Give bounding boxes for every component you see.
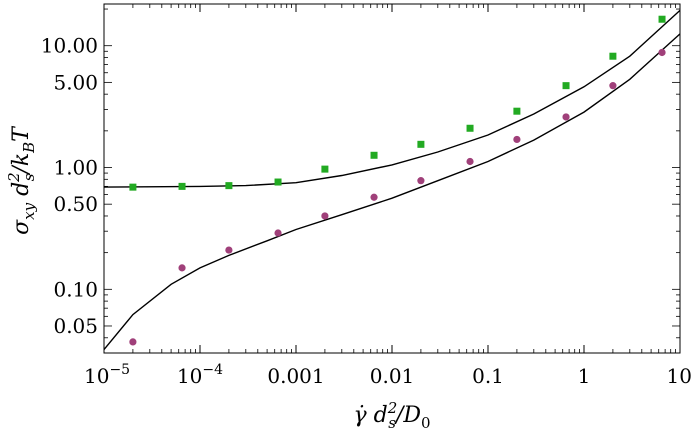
circle-point xyxy=(658,48,666,57)
square-point xyxy=(321,165,329,173)
x-tick-label: 10 xyxy=(667,364,692,388)
x-axis-label: γ̇ d2 s/D0 xyxy=(353,399,430,432)
plot-border xyxy=(103,3,681,354)
fit-lines xyxy=(103,9,681,351)
axis-ticks xyxy=(103,4,681,353)
square-point xyxy=(609,52,617,60)
x-tick-label: 10−4 xyxy=(177,362,223,388)
square-point xyxy=(370,151,378,159)
circle-point xyxy=(513,135,521,144)
square-point xyxy=(658,15,666,23)
fit-line-2 xyxy=(103,33,681,351)
y-tick-label: 0.50 xyxy=(53,192,98,216)
circle-point xyxy=(370,193,378,201)
data-points xyxy=(129,15,666,346)
circle-point xyxy=(466,157,474,166)
y-tick-label: 1.00 xyxy=(53,156,98,180)
square-point xyxy=(513,107,521,115)
y-tick-label: 0.10 xyxy=(53,277,98,301)
x-tick-label: 0.001 xyxy=(267,364,324,388)
square-point xyxy=(129,183,137,191)
x-tick-label: 0.1 xyxy=(472,364,504,388)
circle-point xyxy=(321,212,329,220)
y-tick-label: 0.05 xyxy=(53,314,98,338)
x-tick-label: 10−5 xyxy=(84,362,130,388)
y-axis-label: σxy d2s/kBT xyxy=(5,125,38,235)
square-point xyxy=(178,182,186,190)
circle-point xyxy=(225,246,233,254)
y-tick-label: 10.00 xyxy=(41,34,98,58)
square-point xyxy=(274,178,282,186)
tick-labels: 10−5 10−4 0.001 0.01 0.1 1 10 0.05 0.10 0.50 1.00 5… xyxy=(41,34,692,388)
circle-point xyxy=(178,264,186,272)
x-tick-label: 1 xyxy=(578,364,591,388)
square-point xyxy=(466,124,474,132)
circle-point xyxy=(609,82,617,90)
square-point xyxy=(562,82,570,90)
circle-point xyxy=(562,113,570,121)
plot-frame xyxy=(103,3,681,354)
x-tick-label: 0.01 xyxy=(370,364,415,388)
circle-point xyxy=(274,229,282,237)
circle-point xyxy=(129,338,137,346)
square-point xyxy=(417,140,425,148)
fit-line-1 xyxy=(103,9,681,188)
y-tick-label: 5.00 xyxy=(53,70,98,94)
square-point xyxy=(225,182,233,190)
circle-point xyxy=(417,177,425,185)
